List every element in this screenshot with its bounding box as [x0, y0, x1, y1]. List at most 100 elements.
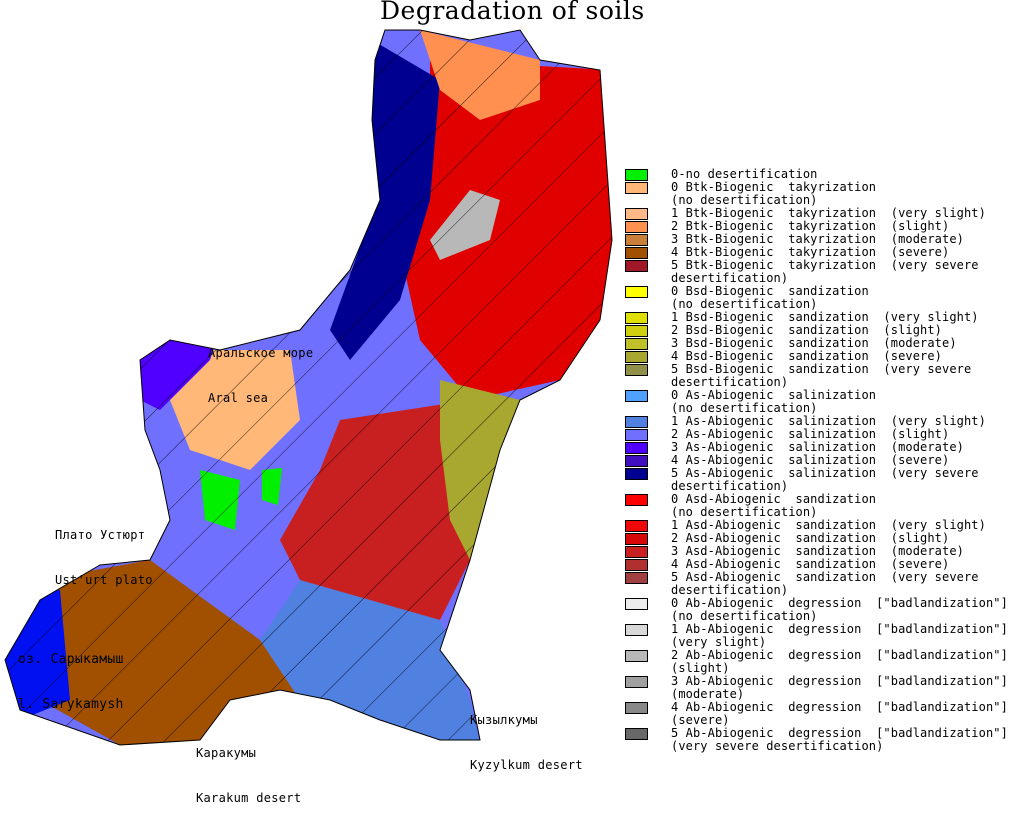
legend-label-continued: (severe)	[671, 713, 730, 727]
legend-item: 2 As-Abiogenic salinization (slight)	[625, 428, 1020, 441]
legend-item: 5 Ab-Abiogenic degression ["badlandizati…	[625, 727, 1020, 753]
legend-item: 0 Btk-Biogenic takyrization (no desertifi…	[625, 181, 1020, 207]
legend-swatch	[625, 455, 648, 467]
label-ustyurt: Плато Устюрт Ust'urt plato	[55, 498, 153, 603]
legend-label-continued: (slight)	[671, 661, 730, 675]
legend-label: 3 As-Abiogenic salinization (moderate)	[671, 440, 964, 454]
legend-item: 3 As-Abiogenic salinization (moderate)	[625, 441, 1020, 454]
legend: 0-no desertification 0 Btk-Biogenic takyr…	[625, 168, 1020, 753]
legend-label: 5 Asd-Abiogenic sandization (very severe	[671, 570, 979, 584]
legend-swatch	[625, 208, 648, 220]
legend-swatch	[625, 442, 648, 454]
legend-label-continued: (no desertification)	[671, 401, 818, 415]
legend-label: 2 As-Abiogenic salinization (slight)	[671, 427, 950, 441]
label-aral-en: Aral sea	[208, 391, 269, 405]
legend-swatch	[625, 234, 648, 246]
legend-label: 0 Btk-Biogenic takyrization	[671, 180, 877, 194]
legend-swatch	[625, 169, 648, 181]
legend-label-continued: (no desertification)	[671, 505, 818, 519]
legend-swatch	[625, 390, 648, 402]
legend-item: 4 Asd-Abiogenic sandization (severe)	[625, 558, 1020, 571]
legend-label: 3 Bsd-Biogenic sandization (moderate)	[671, 336, 957, 350]
legend-item: 4 As-Abiogenic salinization (severe)	[625, 454, 1020, 467]
legend-label-continued: (no desertification)	[671, 297, 818, 311]
legend-swatch	[625, 650, 648, 662]
map-title: Degradation of soils	[380, 0, 645, 25]
legend-item: 3 Ab-Abiogenic degression ["badlandizati…	[625, 675, 1020, 701]
label-aral-sea: Аральское море Aral sea	[208, 316, 313, 421]
legend-swatch	[625, 286, 648, 298]
label-sarykamysh: оз. Сарыкамыш l. Sarykamysh	[18, 622, 124, 727]
legend-item: 0 As-Abiogenic salinization (no desertifi…	[625, 389, 1020, 415]
legend-swatch	[625, 559, 648, 571]
label-karakum-ru: Каракумы	[196, 746, 257, 760]
legend-label: 4 Bsd-Biogenic sandization (severe)	[671, 349, 943, 363]
legend-label-continued: (moderate)	[671, 687, 745, 701]
legend-label: 2 Bsd-Biogenic sandization (slight)	[671, 323, 943, 337]
legend-swatch	[625, 520, 648, 532]
legend-label-continued: (no desertification)	[671, 609, 818, 623]
legend-swatch	[625, 546, 648, 558]
legend-label-continued: desertification)	[671, 479, 789, 493]
legend-label: 1 Ab-Abiogenic degression ["badlandizati…	[671, 622, 1008, 636]
legend-item: 5 Bsd-Biogenic sandization (very severe d…	[625, 363, 1020, 389]
legend-item: 3 Bsd-Biogenic sandization (moderate)	[625, 337, 1020, 350]
label-aral-ru: Аральское море	[208, 346, 314, 360]
legend-swatch	[625, 416, 648, 428]
legend-swatch	[625, 338, 648, 350]
legend-swatch	[625, 676, 648, 688]
legend-swatch	[625, 312, 648, 324]
legend-label: 3 Btk-Biogenic takyrization (moderate)	[671, 232, 964, 246]
legend-item: 2 Ab-Abiogenic degression ["badlandizati…	[625, 649, 1020, 675]
legend-swatch	[625, 702, 648, 714]
legend-label: 4 As-Abiogenic salinization (severe)	[671, 453, 950, 467]
legend-label: 0-no desertification	[671, 167, 818, 181]
legend-label-continued: desertification)	[671, 271, 789, 285]
label-karakum: Каракумы Karakum desert	[196, 716, 301, 821]
legend-swatch	[625, 182, 648, 194]
legend-swatch	[625, 429, 648, 441]
legend-label: 4 Ab-Abiogenic degression ["badlandizati…	[671, 700, 1008, 714]
legend-swatch	[625, 325, 648, 337]
legend-label-continued: (very severe desertification)	[671, 739, 884, 753]
legend-label: 0 Asd-Abiogenic sandization	[671, 492, 877, 506]
legend-swatch	[625, 624, 648, 636]
legend-label: 2 Asd-Abiogenic sandization (slight)	[671, 531, 950, 545]
legend-label-continued: desertification)	[671, 583, 789, 597]
legend-item: 3 Btk-Biogenic takyrization (moderate)	[625, 233, 1020, 246]
legend-swatch	[625, 533, 648, 545]
legend-item: 3 Asd-Abiogenic sandization (moderate)	[625, 545, 1020, 558]
legend-label: 1 As-Abiogenic salinization (very slight…	[671, 414, 986, 428]
legend-item: 2 Bsd-Biogenic sandization (slight)	[625, 324, 1020, 337]
legend-label: 3 Asd-Abiogenic sandization (moderate)	[671, 544, 964, 558]
legend-item: 1 As-Abiogenic salinization (very slight…	[625, 415, 1020, 428]
legend-label: 3 Ab-Abiogenic degression ["badlandizati…	[671, 674, 1008, 688]
legend-item: 4 Bsd-Biogenic sandization (severe)	[625, 350, 1020, 363]
label-kyzylkum-en: Kyzylkum desert	[470, 758, 583, 772]
legend-label: 5 Ab-Abiogenic degression ["badlandizati…	[671, 726, 1008, 740]
legend-item: 2 Btk-Biogenic takyrization (slight)	[625, 220, 1020, 233]
legend-label: 0 Ab-Abiogenic degression ["badlandizati…	[671, 596, 1008, 610]
legend-label: 1 Asd-Abiogenic sandization (very slight…	[671, 518, 986, 532]
label-ustyurt-en: Ust'urt plato	[55, 573, 153, 587]
label-sarykamysh-en: l. Sarykamysh	[18, 697, 124, 712]
legend-label: 2 Btk-Biogenic takyrization (slight)	[671, 219, 950, 233]
legend-label: 5 As-Abiogenic salinization (very severe	[671, 466, 979, 480]
legend-swatch	[625, 598, 648, 610]
label-kyzylkum-ru: Кызылкумы	[470, 713, 538, 727]
legend-label: 1 Btk-Biogenic takyrization (very slight…	[671, 206, 986, 220]
legend-item: 0 Ab-Abiogenic degression ["badlandizati…	[625, 597, 1020, 623]
label-kyzylkum: Кызылкумы Kyzylkum desert	[470, 683, 583, 788]
legend-item: 5 Asd-Abiogenic sandization (very severe…	[625, 571, 1020, 597]
legend-item: 0 Asd-Abiogenic sandization (no desertifi…	[625, 493, 1020, 519]
legend-label-continued: (no desertification)	[671, 193, 818, 207]
legend-label-continued: (very slight)	[671, 635, 767, 649]
legend-item: 1 Btk-Biogenic takyrization (very slight…	[625, 207, 1020, 220]
soil-degradation-map	[4, 29, 613, 746]
legend-label: 5 Btk-Biogenic takyrization (very severe	[671, 258, 979, 272]
legend-label: 2 Ab-Abiogenic degression ["badlandizati…	[671, 648, 1008, 662]
legend-item: 4 Btk-Biogenic takyrization (severe)	[625, 246, 1020, 259]
legend-item: 2 Asd-Abiogenic sandization (slight)	[625, 532, 1020, 545]
legend-swatch	[625, 572, 648, 584]
legend-swatch	[625, 221, 648, 233]
